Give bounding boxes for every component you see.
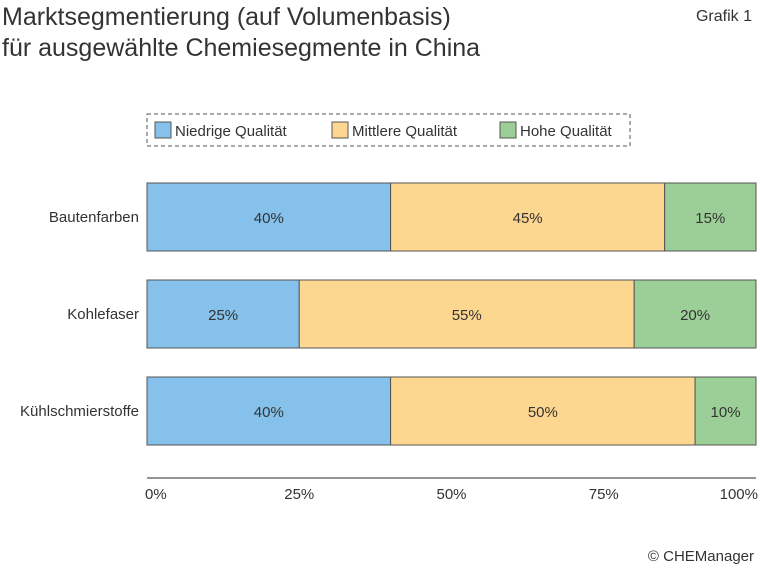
legend-frame [146,113,631,147]
bar-segment-1-1 [146,182,392,252]
chart-title-line-1: Marktsegmentierung (auf Volumenbasis) [2,3,451,31]
data-label-3-1: 40% [254,404,284,421]
bar-segment-2-2 [298,279,635,349]
figure-number: Grafik 1 [695,8,752,25]
data-label-1-2: 45% [513,210,543,227]
legend-swatch-2 [331,121,349,139]
x-tick-label-4: 75% [589,486,619,503]
x-tick-label-3: 50% [436,486,466,503]
chart-title: Marktsegmentierung (auf Volumenbasis) fü… [2,2,480,64]
legend-label-3: Hohe Qualität [520,123,613,140]
bar-segment-1-3 [664,182,757,252]
legend-swatch-1 [154,121,172,139]
category-label-3: Kühlschmierstoffe [20,403,139,420]
x-tick-label-2: 25% [284,486,314,503]
data-label-1-3: 15% [695,210,725,227]
x-tick-label-5: 100% [720,486,758,503]
data-label-1-1: 40% [254,210,284,227]
bar-segment-3-2 [390,376,696,446]
data-label-2-2: 55% [452,307,482,324]
category-label-2: Kohlefaser [67,306,139,323]
copyright-notice: © CHEManager [647,548,754,565]
chart-title-line-2: für ausgewählte Chemiesegmente in China [2,34,481,62]
bar-segment-1-2 [390,182,666,252]
legend-label-2: Mittlere Qualität [352,123,458,140]
bar-segment-3-3 [694,376,757,446]
x-tick-label-1: 0% [145,486,167,503]
bar-segment-2-3 [633,279,757,349]
bar-segment-2-1 [146,279,300,349]
legend-swatch-3 [499,121,517,139]
category-label-1: Bautenfarben [49,209,139,226]
bar-segment-3-1 [146,376,392,446]
data-label-3-2: 50% [528,404,558,421]
legend-label-1: Niedrige Qualität [175,123,288,140]
data-label-2-1: 25% [208,307,238,324]
data-label-3-3: 10% [711,404,741,421]
data-label-2-3: 20% [680,307,710,324]
